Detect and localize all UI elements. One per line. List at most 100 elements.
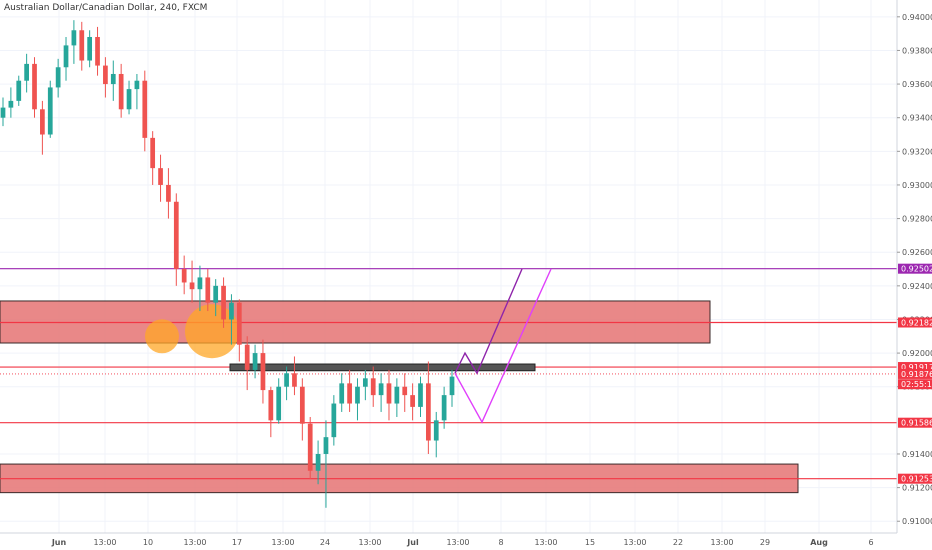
projection-path [454, 268, 552, 424]
candle-body [32, 63, 37, 110]
candle-body [71, 30, 77, 46]
x-tick-label: 13:00 [710, 538, 733, 547]
candle [323, 420, 329, 508]
price-label-bg [898, 368, 932, 379]
candle-body [229, 302, 234, 320]
candle-body [87, 36, 93, 61]
x-tick-label: 8 [498, 538, 503, 547]
x-axis-panel [0, 533, 932, 550]
candle [315, 440, 321, 485]
candle [378, 373, 384, 412]
candle-body [315, 453, 321, 471]
x-tick-label: 17 [232, 538, 242, 547]
candle [47, 80, 53, 138]
candle-body [433, 420, 439, 441]
candle-body [236, 302, 242, 345]
candle [173, 193, 179, 286]
candle [8, 87, 14, 118]
candle-body [260, 353, 266, 391]
candle [276, 378, 282, 424]
candle [205, 269, 211, 312]
candle [24, 53, 29, 93]
candle-body [252, 353, 258, 370]
x-tick-label: 13:00 [534, 538, 557, 547]
candle [339, 373, 345, 412]
candle-body [40, 109, 45, 135]
candle [362, 369, 368, 401]
y-tick-label: 0.92000 [902, 349, 932, 358]
candle-body [441, 395, 447, 421]
candle-body [386, 383, 392, 404]
y-tick-label: 0.92400 [902, 282, 932, 291]
candle [95, 26, 100, 76]
candle-body [299, 386, 305, 424]
candle [252, 344, 258, 379]
candle [16, 75, 22, 106]
candle-body [158, 168, 163, 185]
candle [260, 339, 266, 404]
candle [418, 376, 423, 417]
candle [229, 294, 234, 345]
candle-body [103, 65, 108, 85]
candle-body [370, 378, 376, 396]
x-tick-label: 13:00 [623, 538, 646, 547]
candle [221, 277, 226, 328]
x-tick-label: 15 [585, 538, 595, 547]
x-tick-label: Aug [810, 538, 828, 547]
candle [426, 361, 431, 454]
candle [158, 154, 163, 202]
price-label: 0.91253 [901, 475, 932, 484]
candle [103, 57, 108, 98]
candle [244, 336, 250, 391]
candle [150, 131, 156, 185]
candle-body [284, 373, 289, 387]
price-label-bg [898, 317, 932, 328]
candle-body [126, 89, 132, 110]
candle-body [55, 67, 61, 88]
candle [142, 70, 148, 152]
candle-body [418, 383, 423, 407]
x-tick-label: 6 [868, 538, 873, 547]
candle [197, 265, 203, 312]
candle [118, 63, 124, 118]
candle-body [189, 282, 195, 290]
price-label: 0.92182 [901, 318, 932, 327]
x-tick-label: 13:00 [446, 538, 469, 547]
candle [110, 60, 116, 101]
candle [166, 168, 171, 219]
y-tick-label: 0.92600 [902, 248, 932, 257]
candle [236, 299, 242, 362]
candle-body [426, 383, 431, 441]
candle-body [402, 386, 408, 396]
candle-body [63, 45, 69, 68]
x-tick-label: Jul [406, 538, 419, 547]
candle-body [449, 376, 455, 396]
candle [79, 21, 85, 71]
candle-body [362, 378, 368, 387]
candle [355, 378, 360, 421]
price-label: 0.91917 [901, 363, 932, 372]
candle-body [166, 184, 171, 202]
price-label-bg [898, 263, 932, 274]
resistance-band [229, 363, 536, 372]
candle [347, 369, 352, 412]
candle [71, 20, 77, 64]
candle [126, 80, 132, 115]
y-tick-label: 0.93400 [902, 114, 932, 123]
candle-body [307, 423, 313, 471]
candle [63, 36, 69, 81]
candle-body [323, 437, 329, 454]
y-tick-label: 0.93600 [902, 80, 932, 89]
candle-body [24, 63, 29, 81]
candle [284, 366, 289, 401]
candle-body [181, 269, 187, 283]
candle [331, 395, 337, 446]
candle-body [0, 107, 6, 118]
candle [134, 73, 140, 110]
candle-body [244, 344, 250, 370]
candle-body [205, 277, 211, 303]
candle-body [331, 403, 337, 438]
x-tick-label: 13:00 [183, 538, 206, 547]
candle-body [410, 395, 415, 407]
